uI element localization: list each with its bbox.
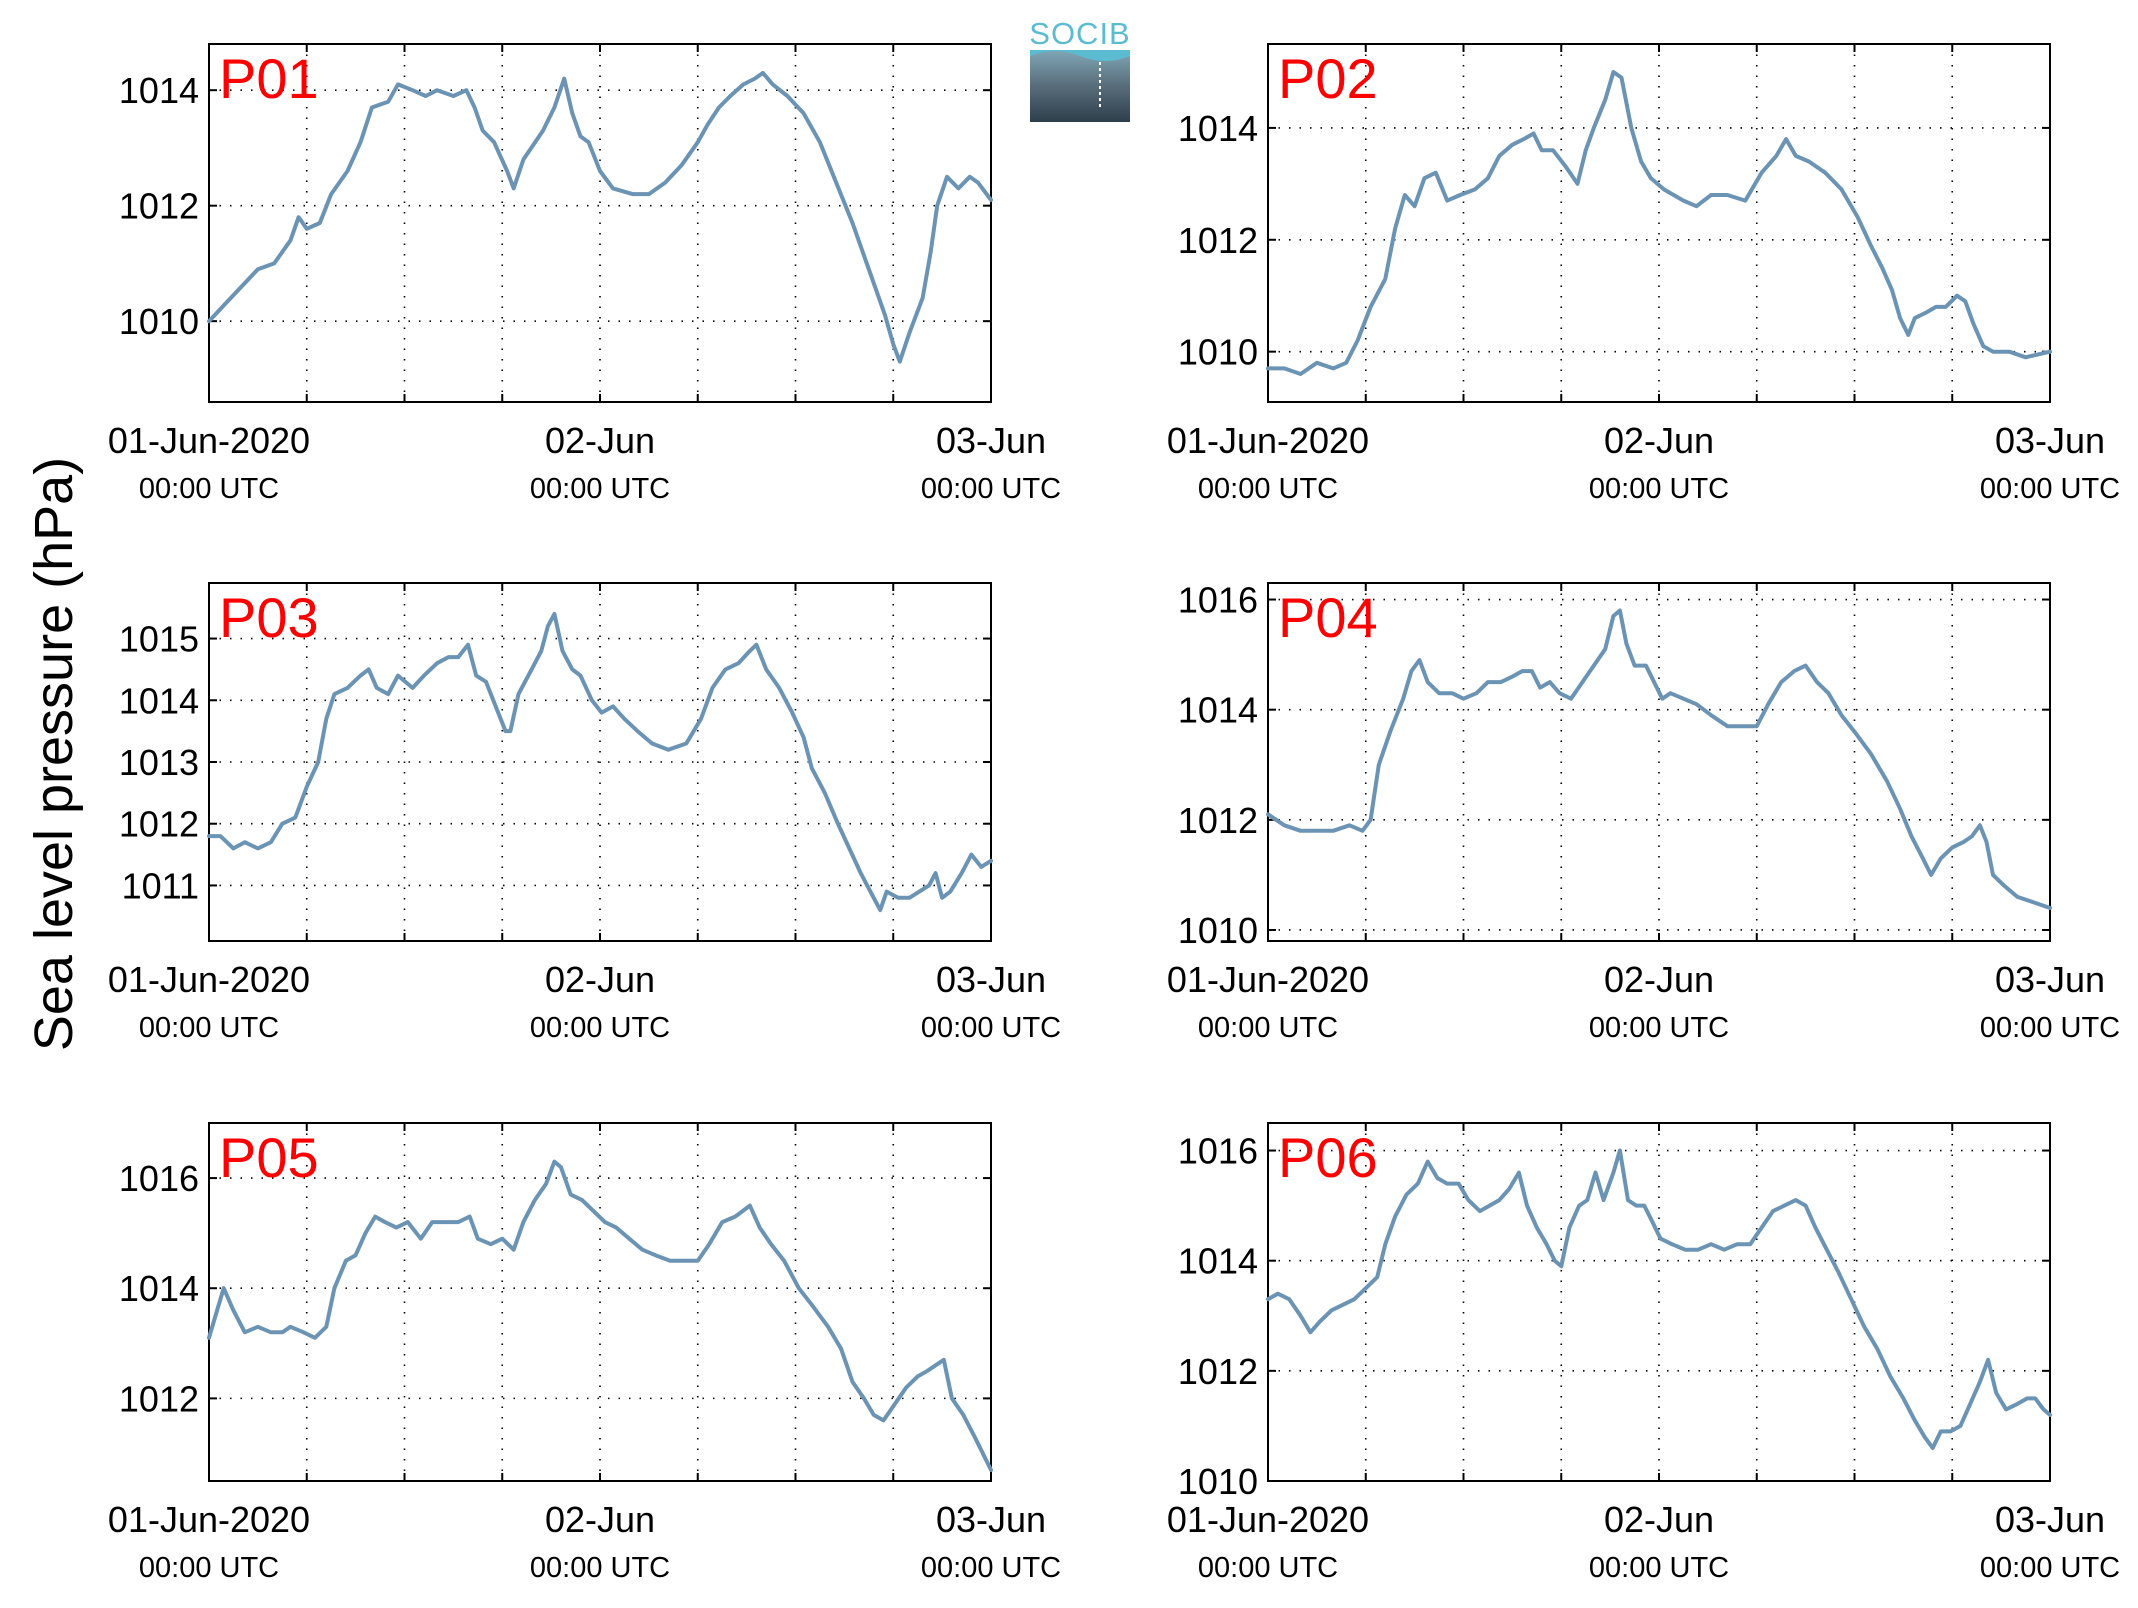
y-tick-label: 1016: [119, 1158, 199, 1199]
x-tick-label: 01-Jun-2020: [108, 959, 310, 1000]
y-tick-label: 1014: [119, 70, 199, 111]
x-tick-label: 01-Jun-2020: [1167, 420, 1369, 461]
y-tick-label: 1012: [119, 1378, 199, 1419]
panels: 1010 1012 1014 01-Jun-2020 00:00 UTC 02-Jun 00…: [108, 43, 2120, 1584]
x-tick-sublabel: 00:00 UTC: [530, 1552, 670, 1584]
chart-panel-p01: 1010 1012 1014 01-Jun-2020 00:00 UTC 02-Jun 00…: [108, 43, 1061, 505]
y-tick-label: 1014: [1178, 690, 1258, 731]
chart-panel-p03: 1011 1012 1013 1014 1015 01-Jun-2020 00:00 UTC…: [108, 582, 1061, 1044]
x-tick-sublabel: 00:00 UTC: [921, 1552, 1061, 1584]
y-tick-label: 1014: [119, 1268, 199, 1309]
x-tick-label: 03-Jun: [1995, 1499, 2105, 1540]
x-tick-sublabel: 00:00 UTC: [1589, 1012, 1729, 1044]
y-tick-label: 1010: [1178, 1461, 1258, 1502]
y-tick-label: 1010: [119, 301, 199, 342]
x-tick-label: 01-Jun-2020: [1167, 1499, 1369, 1540]
y-tick-label: 1014: [1178, 1241, 1258, 1282]
x-tick-sublabel: 00:00 UTC: [1589, 473, 1729, 505]
x-tick-label: 03-Jun: [936, 420, 1046, 461]
y-tick-label: 1015: [119, 619, 199, 660]
x-tick-sublabel: 00:00 UTC: [1198, 473, 1338, 505]
x-tick-label: 03-Jun: [936, 959, 1046, 1000]
y-tick-label: 1012: [1178, 220, 1258, 261]
x-tick-sublabel: 00:00 UTC: [921, 473, 1061, 505]
x-tick-sublabel: 00:00 UTC: [1589, 1552, 1729, 1584]
series-line-p05: [207, 1159, 993, 1472]
socib-logo-badge: [1030, 50, 1130, 122]
x-tick-sublabel: 00:00 UTC: [1198, 1012, 1338, 1044]
panel-label: P01: [219, 47, 319, 110]
x-tick-sublabel: 00:00 UTC: [1980, 1012, 2120, 1044]
y-tick-label: 1014: [119, 680, 199, 721]
y-axis-label: Sea level pressure (hPa): [24, 457, 84, 1051]
x-tick-sublabel: 00:00 UTC: [1980, 1552, 2120, 1584]
x-tick-label: 01-Jun-2020: [1167, 959, 1369, 1000]
x-tick-sublabel: 00:00 UTC: [139, 1552, 279, 1584]
y-tick-label: 1016: [1178, 580, 1258, 621]
y-tick-label: 1014: [1178, 108, 1258, 149]
x-tick-label: 03-Jun: [936, 1499, 1046, 1540]
socib-logo-text: SOCIB: [1029, 16, 1130, 51]
x-tick-label: 03-Jun: [1995, 420, 2105, 461]
socib-logo-wave: [1030, 50, 1130, 61]
chart-panel-p04: 1010 1012 1014 1016 01-Jun-2020 00:00 UTC 02-J…: [1167, 580, 2120, 1044]
x-tick-label: 02-Jun: [1604, 1499, 1714, 1540]
series-line-p03: [207, 611, 993, 913]
x-tick-label: 02-Jun: [545, 1499, 655, 1540]
x-tick-sublabel: 00:00 UTC: [139, 1012, 279, 1044]
x-tick-sublabel: 00:00 UTC: [139, 473, 279, 505]
x-tick-label: 01-Jun-2020: [108, 420, 310, 461]
x-tick-sublabel: 00:00 UTC: [1198, 1552, 1338, 1584]
x-tick-label: 02-Jun: [545, 420, 655, 461]
socib-logo: SOCIB: [1029, 16, 1130, 122]
series-line-p02: [1266, 70, 2052, 376]
y-tick-label: 1011: [122, 865, 199, 906]
panel-label: P02: [1278, 47, 1378, 110]
series-line-p01: [207, 70, 993, 364]
x-tick-sublabel: 00:00 UTC: [530, 473, 670, 505]
x-tick-label: 02-Jun: [1604, 959, 1714, 1000]
chart-panel-p02: 1010 1012 1014 01-Jun-2020 00:00 UTC 02-Jun 00…: [1167, 43, 2120, 505]
panel-label: P04: [1278, 586, 1378, 649]
x-tick-label: 02-Jun: [545, 959, 655, 1000]
x-tick-sublabel: 00:00 UTC: [1980, 473, 2120, 505]
chart-panel-p06: 1010 1012 1014 1016 01-Jun-2020 00:00 UTC 02-J…: [1167, 1122, 2120, 1584]
x-tick-sublabel: 00:00 UTC: [921, 1012, 1061, 1044]
y-tick-label: 1012: [119, 186, 199, 227]
y-tick-label: 1012: [1178, 800, 1258, 841]
x-tick-label: 03-Jun: [1995, 959, 2105, 1000]
y-tick-label: 1012: [1178, 1351, 1258, 1392]
series-line-p06: [1266, 1148, 2052, 1450]
y-tick-label: 1012: [119, 804, 199, 845]
panel-label: P03: [219, 586, 319, 649]
y-tick-label: 1013: [119, 742, 199, 783]
y-tick-label: 1010: [1178, 910, 1258, 951]
y-tick-label: 1016: [1178, 1131, 1258, 1172]
panel-label: P06: [1278, 1126, 1378, 1189]
x-tick-label: 02-Jun: [1604, 420, 1714, 461]
series-line-p04: [1266, 608, 2052, 910]
chart-panel-p05: 1012 1014 1016 01-Jun-2020 00:00 UTC 02-Jun 00…: [108, 1122, 1061, 1584]
x-tick-sublabel: 00:00 UTC: [530, 1012, 670, 1044]
x-tick-label: 01-Jun-2020: [108, 1499, 310, 1540]
y-tick-label: 1010: [1178, 332, 1258, 373]
panel-label: P05: [219, 1126, 319, 1189]
